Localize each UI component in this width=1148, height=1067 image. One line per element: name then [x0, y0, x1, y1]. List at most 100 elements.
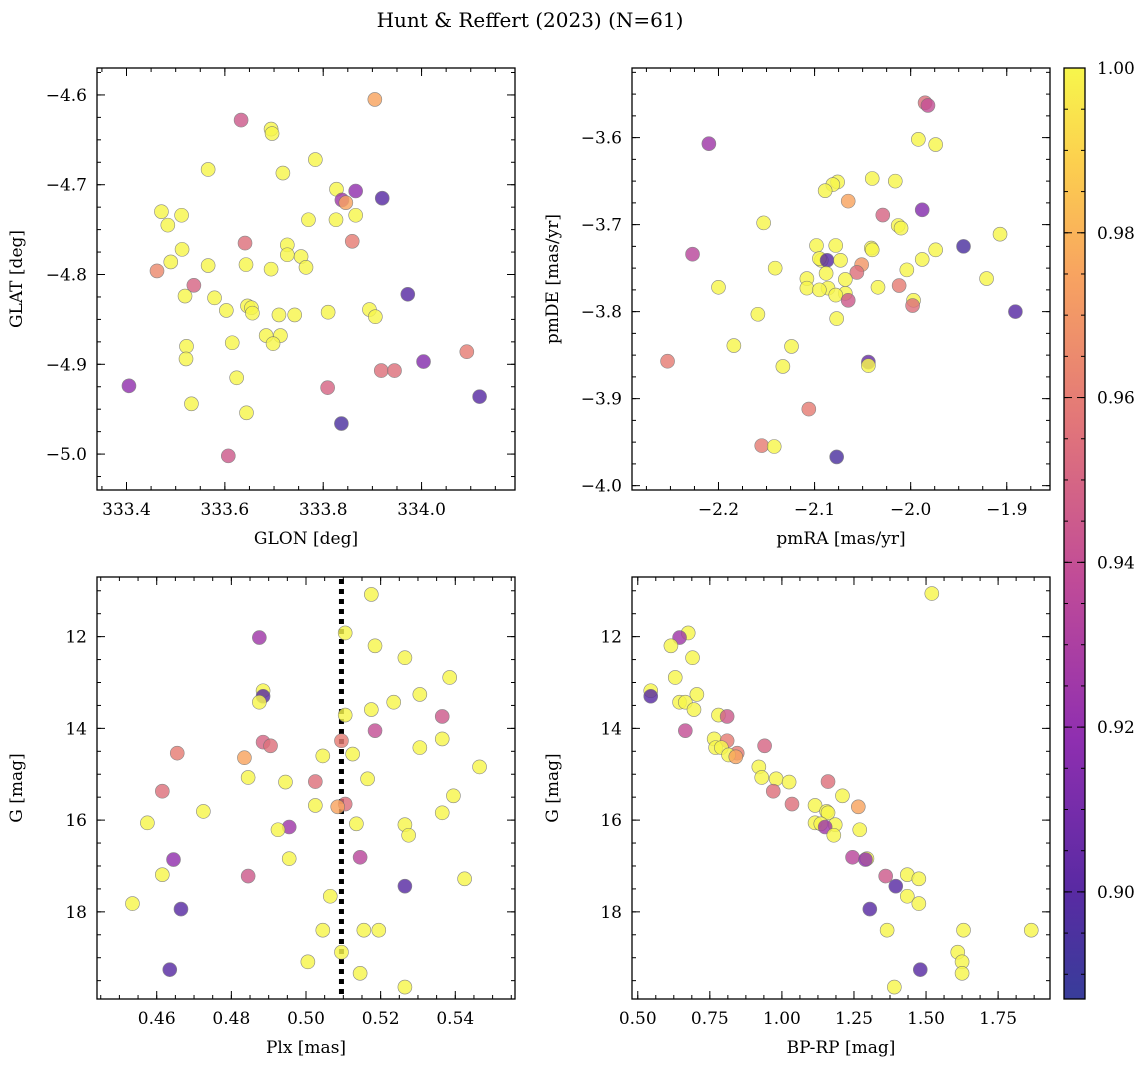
colorbar-tick-label: 1.00 [1097, 59, 1135, 79]
scatter-point [263, 261, 279, 277]
scatter-point [280, 247, 295, 263]
panel-glon-glat: 333.4 333.6 333.8 334.0 −4.6 −4.7 −4.8 −4.9 −5.0… [7, 67, 516, 549]
x-tick-label: 0.46 [138, 1009, 176, 1029]
scatter-point [888, 878, 904, 894]
scatter-point [348, 207, 363, 223]
scatter-point [862, 901, 878, 917]
scatter-point [954, 966, 970, 981]
scatter-point [920, 98, 936, 113]
scatter-point [367, 723, 383, 738]
scatter-point [337, 707, 353, 723]
scatter-point [864, 171, 880, 186]
y-tick-label: −3.8 [581, 303, 622, 323]
y-tick-label: −5.0 [46, 445, 87, 465]
scatter-point [371, 922, 387, 938]
y-tick-label: −4.6 [46, 86, 87, 106]
scatter-point [911, 132, 926, 147]
scatter-point [252, 630, 267, 645]
scatter-point [887, 173, 903, 189]
scatter-point [820, 774, 836, 789]
colorbar-tick-label: 0.96 [1097, 389, 1135, 409]
x-tick-label: 1.25 [835, 1009, 873, 1029]
y-tick-label: −3.6 [581, 129, 622, 149]
scatter-point [219, 303, 234, 318]
scatter-point [154, 204, 169, 219]
x-axis-label: Plx [mas] [266, 1038, 346, 1058]
scatter-points [643, 586, 1039, 995]
scatter-point [840, 193, 856, 209]
scatter-point [237, 750, 252, 766]
scatter-point [328, 212, 344, 228]
scatter-point [686, 702, 702, 717]
scatter-point [281, 851, 297, 866]
scatter-point [320, 380, 335, 395]
x-tick-label: 0.48 [212, 1009, 250, 1029]
scatter-point [397, 878, 413, 894]
scatter-point [1008, 304, 1023, 319]
scatter-point [348, 183, 363, 199]
x-axis-label: pmRA [mas/yr] [776, 529, 905, 549]
scatter-point [300, 954, 316, 970]
scatter-point [878, 868, 893, 884]
scatter-point [373, 363, 389, 378]
scatter-point [434, 709, 450, 724]
scatter-point [401, 827, 416, 843]
scatter-point [899, 262, 915, 278]
x-tick-label: 333.6 [201, 500, 250, 520]
scatter-point [911, 871, 927, 887]
scatter-point [240, 770, 256, 785]
scatter-point [757, 738, 772, 754]
scatter-point [240, 868, 256, 884]
x-axis-label: GLON [deg] [254, 529, 358, 549]
panel-pm: −2.2 −2.1 −2.0 −1.9 −3.6 −3.7 −3.8 −3.9 −4.0 pmRA… [543, 67, 1051, 549]
scatter-point [263, 738, 278, 754]
x-tick-label: −1.9 [986, 500, 1027, 520]
scatter-point [400, 286, 416, 302]
scatter-point [924, 586, 940, 601]
x-tick-label: −2.0 [890, 500, 931, 520]
scatter-point [818, 266, 834, 281]
scatter-point [767, 260, 783, 276]
scatter-point [711, 279, 726, 295]
scatter-point [186, 277, 202, 293]
y-tick-label: 16 [65, 811, 87, 831]
scatter-point [829, 311, 844, 326]
y-tick-label: 12 [600, 628, 622, 648]
scatter-points [125, 587, 487, 995]
y-tick-label: 14 [600, 719, 622, 739]
scatter-point [689, 687, 705, 702]
scatter-point [207, 290, 222, 306]
scatter-point [833, 252, 848, 268]
scatter-point [349, 816, 364, 832]
scatter-point [754, 770, 770, 785]
scatter-point [875, 207, 891, 223]
scatter-point [364, 702, 379, 717]
scatter-point [275, 165, 291, 181]
scatter-point [781, 774, 797, 790]
scatter-point [308, 798, 323, 813]
axes-frame [96, 67, 516, 491]
scatter-point [828, 238, 844, 253]
scatter-point [849, 265, 865, 280]
scatter-point [861, 358, 876, 373]
scatter-point [446, 788, 461, 804]
x-axis-label: BP-RP [mag] [787, 1038, 896, 1058]
scatter-point [667, 670, 683, 685]
scatter-point [870, 279, 886, 295]
scatter-point [701, 136, 717, 151]
scatter-point [245, 305, 260, 321]
scatter-point [301, 212, 316, 228]
scatter-point [367, 92, 383, 107]
y-tick-label: −4.7 [46, 176, 87, 196]
scatter-point [374, 190, 390, 206]
axes-frame [631, 576, 1051, 1000]
y-tick-label: 16 [600, 811, 622, 831]
scatter-point [801, 401, 817, 417]
scatter-point [784, 339, 799, 354]
scatter-point [643, 688, 659, 704]
panel-cmd: 0.50 0.75 1.00 1.25 1.50 1.75 12 14 16 18 BP-RP [m… [543, 576, 1051, 1058]
scatter-point [200, 258, 216, 273]
scatter-point [678, 723, 693, 738]
scatter-point [838, 272, 853, 287]
scatter-point [416, 354, 431, 369]
